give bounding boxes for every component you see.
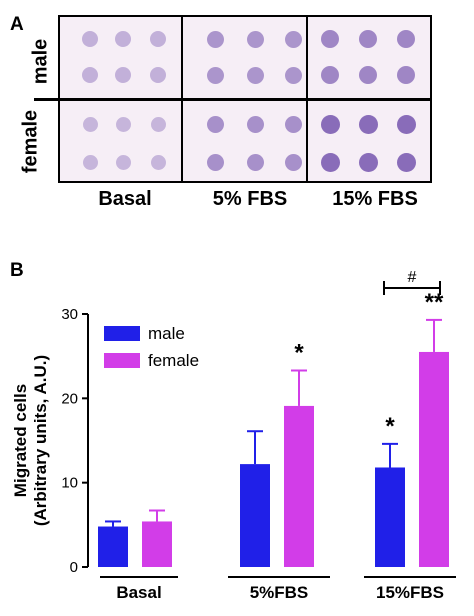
column-label-basal: Basal xyxy=(98,188,152,210)
stained-well xyxy=(115,154,131,170)
stained-well xyxy=(320,114,340,134)
migration-bar-chart: 0 10 20 30 Migrated cells (Arbitrary units, A… xyxy=(11,269,456,602)
bar-female xyxy=(284,405,314,567)
stained-well xyxy=(82,154,98,170)
stained-well xyxy=(246,115,264,133)
legend-label-male: male xyxy=(148,324,185,343)
stained-well xyxy=(206,66,224,84)
stained-well xyxy=(115,116,131,132)
column-label-5fbs: 5% FBS xyxy=(212,188,288,210)
stained-well xyxy=(115,67,131,83)
category-label: 5%FBS xyxy=(250,583,309,602)
y-tick-label: 20 xyxy=(61,390,78,407)
stained-well xyxy=(206,153,224,171)
stained-well xyxy=(321,66,339,84)
legend-swatch-female xyxy=(104,353,140,368)
stained-well xyxy=(358,114,378,134)
stained-well xyxy=(206,115,224,133)
panel-a-letter: A xyxy=(10,14,24,35)
panel-b-letter: B xyxy=(10,260,24,281)
stained-well xyxy=(359,30,377,48)
stained-well xyxy=(206,30,224,48)
stained-well xyxy=(115,31,131,47)
stained-well xyxy=(150,67,166,83)
y-tick-label: 30 xyxy=(61,306,78,323)
stained-well xyxy=(284,66,302,84)
bar-male xyxy=(375,467,405,567)
stained-well xyxy=(321,30,339,48)
blot-divider xyxy=(34,98,430,101)
significance-marker: ** xyxy=(425,289,444,316)
stained-well xyxy=(246,30,264,48)
bar-male xyxy=(98,526,128,567)
legend-label-female: female xyxy=(148,351,199,370)
migration-membrane-image xyxy=(34,15,432,183)
significance-marker: * xyxy=(294,340,304,367)
stained-well xyxy=(320,152,340,172)
significance-marker: * xyxy=(385,413,395,440)
bar-female xyxy=(142,521,172,567)
stained-well xyxy=(150,116,166,132)
stained-well xyxy=(284,30,302,48)
stained-well xyxy=(359,66,377,84)
stained-well xyxy=(150,154,166,170)
y-tick-label: 10 xyxy=(61,475,78,492)
stained-well xyxy=(284,115,302,133)
y-tick-label: 0 xyxy=(70,559,78,576)
stained-well xyxy=(397,30,415,48)
stained-well xyxy=(82,67,98,83)
y-axis-label-units: (Arbitrary units, A.U.) xyxy=(31,355,50,526)
stained-well xyxy=(284,153,302,171)
category-label: 15%FBS xyxy=(376,583,444,602)
bar-female xyxy=(419,351,449,567)
bar-male xyxy=(240,464,270,567)
stained-well xyxy=(82,116,98,132)
stained-well xyxy=(150,31,166,47)
legend-swatch-male xyxy=(104,326,140,341)
column-label-15fbs: 15% FBS xyxy=(332,188,418,210)
comparison-label: # xyxy=(408,269,417,286)
stained-well xyxy=(82,31,98,47)
stained-well xyxy=(396,152,416,172)
stained-well xyxy=(396,114,416,134)
y-axis-label: Migrated cells xyxy=(11,384,30,497)
category-label: Basal xyxy=(116,583,161,602)
stained-well xyxy=(397,66,415,84)
stained-well xyxy=(246,66,264,84)
stained-well xyxy=(246,153,264,171)
row-label-female: female xyxy=(19,109,42,174)
row-label-male: male xyxy=(29,38,52,85)
stained-well xyxy=(358,152,378,172)
